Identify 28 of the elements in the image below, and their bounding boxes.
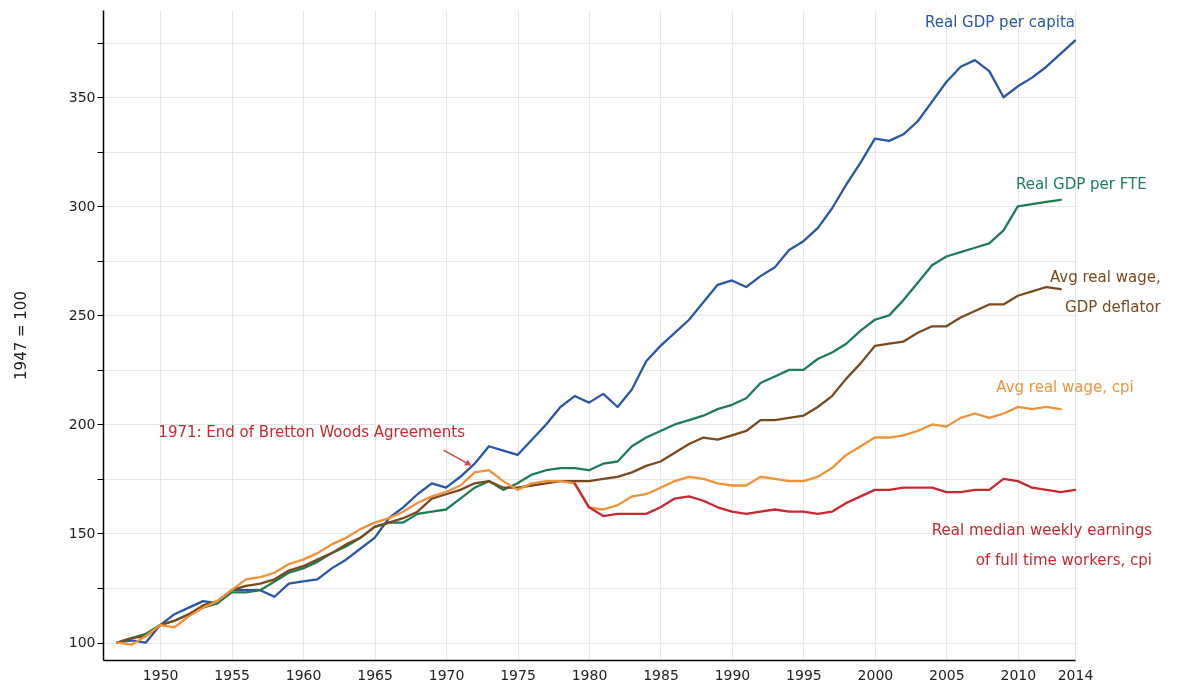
x-tick-label: 1965 [357, 666, 393, 683]
x-tick-label: 1980 [571, 666, 608, 683]
y-tick-label: 150 [68, 524, 96, 541]
y-tick-label: 300 [68, 197, 96, 214]
annotation: 1971: End of Bretton Woods Agreements [158, 423, 466, 442]
x-tick-label: 1970 [428, 666, 465, 683]
x-tick-label: 2005 [929, 666, 965, 683]
x-tick-label: 1995 [786, 666, 822, 683]
x-tick-label: 1955 [214, 666, 250, 683]
y-axis-title: 1947 = 100 [11, 291, 30, 380]
y-tick-label: 200 [68, 415, 96, 432]
x-tick-label: 1950 [142, 666, 179, 683]
y-tick-label: 250 [68, 306, 96, 323]
series-label: Avg real wage, GDP deflator [1049, 268, 1162, 317]
x-tick-label: 2000 [857, 666, 894, 683]
x-tick-label: 1960 [285, 666, 322, 683]
series-label: Real GDP per FTE [1015, 174, 1147, 193]
y-tick-label: 350 [68, 88, 96, 105]
series-label: Real GDP per capita [925, 12, 1075, 31]
x-tick-label: 2010 [1000, 666, 1037, 683]
line-series [573, 477, 1077, 518]
y-tick-label: 100 [68, 634, 96, 651]
x-tick-label: 1990 [714, 666, 751, 683]
series-label: Avg real wage, cpi [996, 378, 1134, 397]
x-tick-label: 2014 [1057, 666, 1094, 683]
x-tick-label: 1975 [500, 666, 536, 683]
x-tick-label: 1985 [643, 666, 679, 683]
text: Real median weekly earnings of full time workers, cpi [931, 520, 1153, 569]
